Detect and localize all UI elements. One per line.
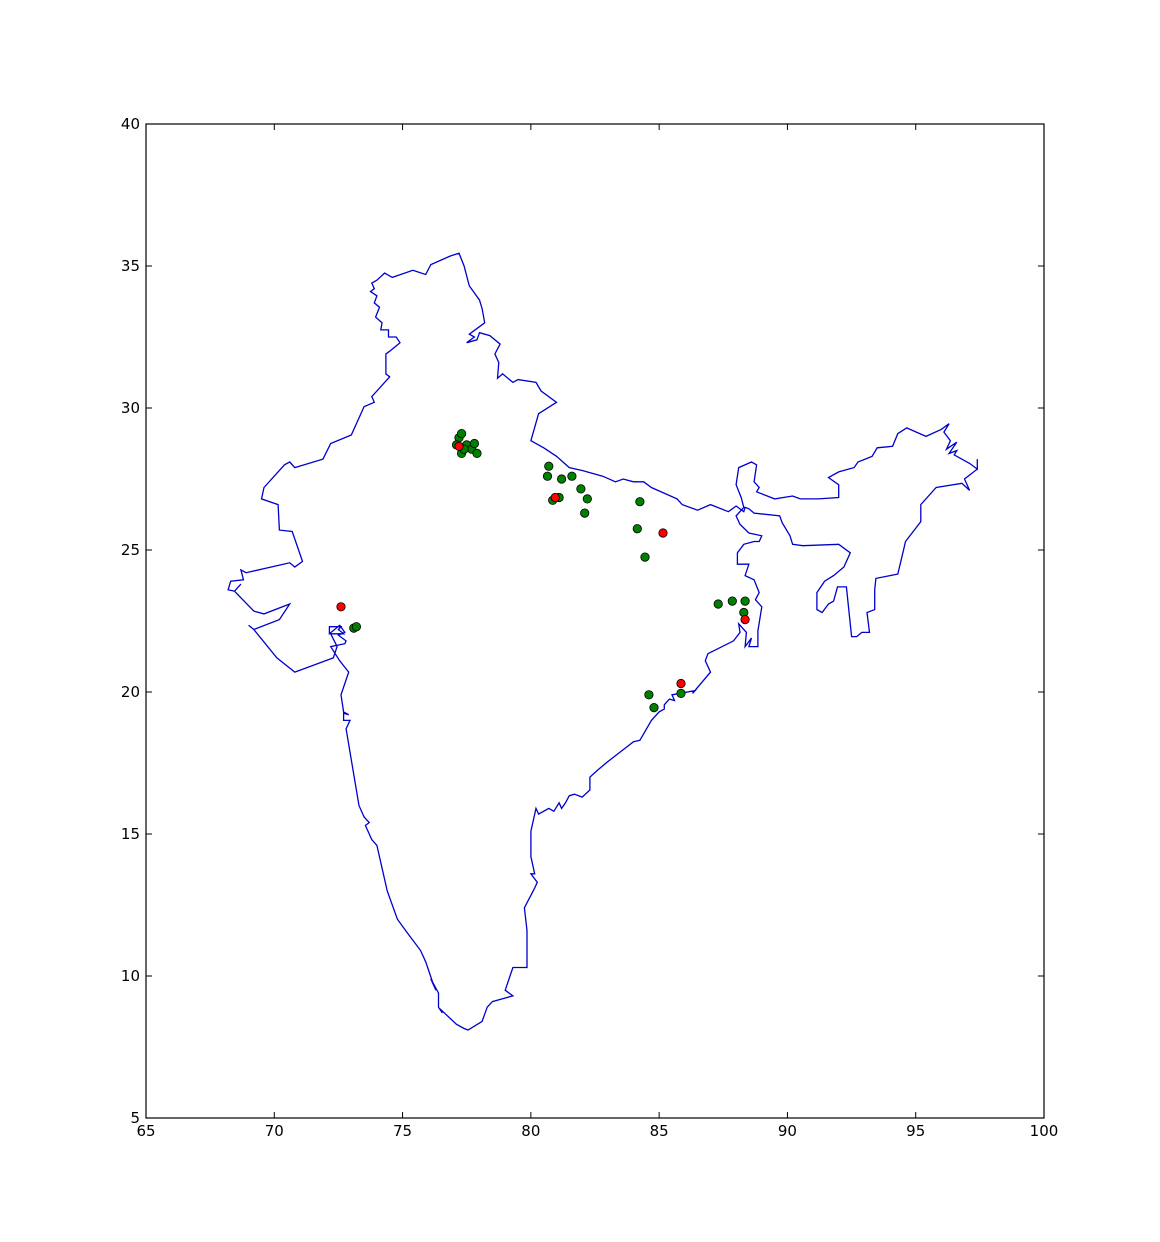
y-tick-label: 20	[121, 683, 140, 701]
scatter-point-series-1	[658, 528, 668, 538]
y-ticks: 5 10 15 20 25 30 35 40	[121, 115, 1044, 1127]
scatter-point-series-1	[740, 614, 750, 625]
scatter-point-series-0	[635, 497, 645, 507]
x-tick-label: 75	[393, 1122, 412, 1140]
y-tick-label: 25	[121, 541, 140, 559]
y-tick-label: 5	[130, 1109, 140, 1127]
india-outline	[227, 252, 978, 1031]
scatter-point-series-1	[454, 441, 464, 451]
scatter-point-series-0	[544, 461, 554, 471]
scatter-point-series-0	[456, 428, 467, 439]
y-tick-label: 15	[121, 825, 140, 843]
scatter-point-series-0	[542, 471, 553, 481]
y-tick-label: 10	[121, 967, 140, 985]
data-points	[336, 428, 750, 713]
scatter-point-series-1	[550, 492, 560, 503]
plot-frame	[145, 123, 1045, 1119]
y-tick-label: 35	[121, 257, 140, 275]
x-tick-label: 85	[650, 1122, 669, 1140]
scatter-point-series-1	[676, 678, 686, 689]
x-tick-label: 100	[1030, 1122, 1059, 1140]
x-tick-label: 70	[265, 1122, 284, 1140]
x-tick-label: 65	[136, 1122, 155, 1140]
scatter-point-series-0	[649, 702, 659, 713]
y-tick-label: 40	[121, 115, 140, 133]
x-tick-label: 80	[521, 1122, 540, 1140]
scatter-point-series-0	[351, 622, 361, 632]
scatter-point-series-0	[740, 596, 750, 606]
scatter-point-series-0	[727, 596, 737, 606]
x-tick-label: 90	[778, 1122, 797, 1140]
scatter-point-series-0	[713, 599, 723, 609]
scatter-point-series-1	[336, 602, 346, 612]
x-tick-label: 95	[906, 1122, 925, 1140]
scatter-point-series-0	[567, 471, 577, 481]
scatter-point-series-0	[580, 508, 590, 518]
x-ticks: 65 70 75 80 85 90 95 100	[136, 124, 1058, 1140]
scatter-point-series-0	[676, 688, 686, 699]
scatter-point-series-0	[582, 494, 592, 504]
y-tick-label: 30	[121, 399, 140, 417]
scatter-point-series-0	[640, 552, 650, 562]
scatter-point-series-0	[469, 438, 479, 449]
scatter-point-series-0	[472, 448, 482, 458]
scatter-point-series-0	[556, 474, 567, 484]
scatter-point-series-0	[576, 484, 586, 494]
plot-background	[146, 124, 1044, 1118]
scatter-point-series-0	[632, 524, 642, 534]
scatter-point-series-0	[644, 690, 654, 700]
